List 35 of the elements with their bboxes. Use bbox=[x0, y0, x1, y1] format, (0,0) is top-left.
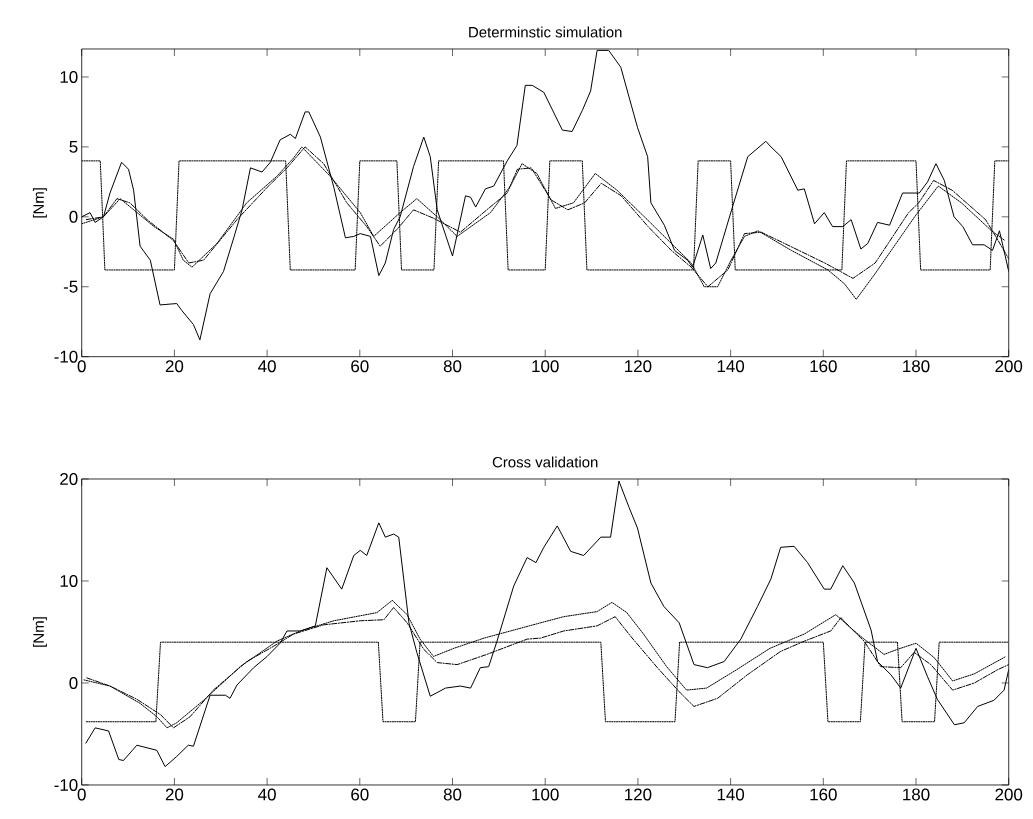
x-tick-label: 200 bbox=[995, 360, 1023, 373]
x-tick-label: 20 bbox=[165, 360, 184, 373]
y-tick-label: -10 bbox=[54, 350, 78, 363]
chart-title: Cross validation bbox=[492, 456, 598, 468]
x-tick-label: 200 bbox=[995, 788, 1023, 801]
x-tick-label: 100 bbox=[532, 360, 559, 373]
y-tick-label: -5 bbox=[63, 280, 78, 293]
y-tick-label: 5 bbox=[69, 140, 78, 153]
x-tick-label: 80 bbox=[443, 360, 462, 373]
x-tick-label: 40 bbox=[258, 788, 276, 801]
chart-title: Determinstic simulation bbox=[469, 26, 622, 38]
y-axis-title: [Nm] bbox=[32, 188, 47, 218]
x-tick-label: 140 bbox=[717, 788, 745, 801]
y-tick-label: 10 bbox=[60, 574, 78, 587]
x-tick-label: 120 bbox=[625, 788, 652, 801]
y-tick-label: 0 bbox=[69, 210, 78, 223]
x-tick-label: 0 bbox=[77, 788, 86, 801]
x-tick-label: 20 bbox=[165, 788, 184, 801]
x-tick-label: 140 bbox=[717, 360, 745, 373]
x-tick-label: 120 bbox=[625, 360, 652, 373]
x-tick-label: 0 bbox=[77, 360, 86, 373]
x-tick-label: 60 bbox=[351, 360, 369, 373]
y-tick-label: -10 bbox=[54, 778, 78, 791]
x-tick-label: 60 bbox=[351, 788, 369, 801]
x-tick-label: 80 bbox=[443, 788, 462, 801]
x-tick-label: 180 bbox=[903, 360, 930, 373]
y-tick-label: 0 bbox=[69, 676, 78, 689]
x-tick-label: 180 bbox=[903, 788, 930, 801]
x-tick-label: 160 bbox=[810, 360, 837, 373]
y-axis-title: [Nm] bbox=[32, 617, 47, 647]
y-tick-label: 10 bbox=[60, 70, 78, 83]
x-tick-label: 160 bbox=[810, 788, 837, 801]
x-tick-label: 100 bbox=[532, 788, 559, 801]
y-tick-label: 20 bbox=[60, 472, 78, 485]
x-tick-label: 40 bbox=[258, 360, 276, 373]
